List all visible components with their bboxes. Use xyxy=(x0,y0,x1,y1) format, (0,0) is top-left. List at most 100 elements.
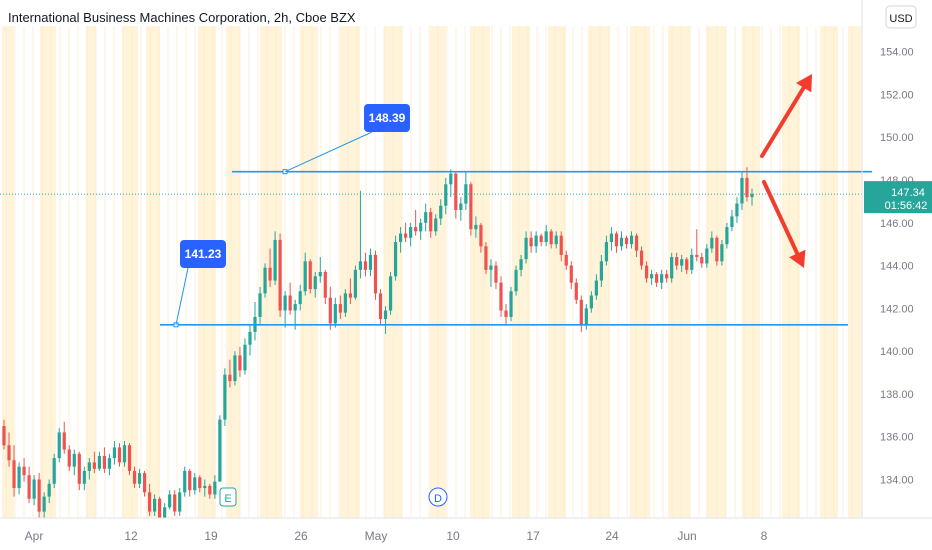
candle xyxy=(720,239,724,266)
candle-body xyxy=(223,374,227,420)
candle xyxy=(690,248,694,275)
candle xyxy=(619,231,624,251)
candle-body xyxy=(735,203,739,217)
candle-body xyxy=(343,293,347,313)
session-band xyxy=(86,26,96,518)
candle xyxy=(393,235,398,281)
candle xyxy=(12,445,16,497)
callout-label: 141.23 xyxy=(185,247,222,261)
session-band xyxy=(146,26,160,518)
last-price-value: 147.34 xyxy=(891,187,925,199)
candle xyxy=(82,466,86,491)
candle xyxy=(549,229,553,249)
price-tick-label: 144.00 xyxy=(880,261,914,273)
currency-button[interactable]: USD xyxy=(885,5,917,29)
session-band xyxy=(340,26,360,518)
candle xyxy=(263,263,267,298)
candle-body xyxy=(479,224,483,247)
candle-body xyxy=(383,310,388,320)
candle-body xyxy=(163,507,167,521)
candle-body xyxy=(670,257,674,279)
candle-body xyxy=(569,265,573,283)
time-axis[interactable]: Apr 12 19 26 May 10 17 24 Jun 8 xyxy=(0,517,932,550)
candle xyxy=(283,291,287,328)
candle xyxy=(434,214,438,236)
dividend-marker[interactable] xyxy=(428,487,448,507)
candle-body xyxy=(273,239,277,281)
candle-body xyxy=(504,310,508,317)
price-tick-label: 146.00 xyxy=(880,218,914,230)
candle-body xyxy=(158,498,162,521)
price-tick-label: 140.00 xyxy=(880,346,914,358)
candle-body xyxy=(594,280,598,296)
arrow-annotations[interactable] xyxy=(760,74,812,268)
time-tick-label: Apr xyxy=(25,529,44,543)
candle xyxy=(333,297,337,328)
candle xyxy=(634,233,639,258)
arrow-down-head[interactable] xyxy=(789,249,806,268)
candle xyxy=(584,304,588,330)
arrow-up-head[interactable] xyxy=(795,74,812,93)
candle-body xyxy=(188,470,192,491)
candle xyxy=(388,272,393,315)
candle xyxy=(338,295,342,320)
candle xyxy=(273,231,277,285)
candle-body xyxy=(168,494,172,508)
price-axis[interactable]: 134.00 136.00 138.00 140.00 142.00 144.00 146.… xyxy=(861,0,932,550)
session-band xyxy=(668,26,690,518)
candle xyxy=(233,351,237,386)
candle-body xyxy=(639,250,644,266)
candle-body xyxy=(97,455,101,469)
candle xyxy=(137,468,142,489)
candle-body xyxy=(107,458,112,469)
candle-body xyxy=(705,248,709,264)
candle-body xyxy=(338,304,342,313)
candle xyxy=(444,177,448,215)
arrow-up-shaft[interactable] xyxy=(760,85,806,158)
candle-body xyxy=(393,242,398,277)
candle-body xyxy=(459,203,463,210)
candle xyxy=(72,449,76,476)
candle xyxy=(228,359,232,388)
candle xyxy=(439,199,443,225)
candle xyxy=(750,188,754,206)
arrow-down-shaft[interactable] xyxy=(762,180,800,256)
candle xyxy=(323,269,327,305)
candle xyxy=(599,254,603,287)
candle xyxy=(2,419,6,450)
candle xyxy=(544,224,548,247)
callout-connector xyxy=(175,267,189,325)
candle xyxy=(449,169,453,198)
candle xyxy=(629,231,634,249)
callout-box[interactable] xyxy=(180,240,226,268)
candle-body xyxy=(112,447,117,459)
time-tick-label: 12 xyxy=(124,529,138,543)
candle xyxy=(609,227,614,251)
candle-body xyxy=(353,269,358,298)
candle xyxy=(700,252,704,268)
candle-body xyxy=(599,261,603,281)
horizontal-levels[interactable]: 148.39 141.23 xyxy=(160,104,872,328)
earnings-marker[interactable] xyxy=(219,487,237,507)
candle-body xyxy=(333,304,337,324)
session-band xyxy=(706,26,726,518)
candle-body xyxy=(484,246,488,270)
candle-body xyxy=(549,231,553,245)
candle-body xyxy=(564,254,568,266)
session-band xyxy=(2,26,14,518)
candle xyxy=(469,182,473,236)
candle xyxy=(198,475,202,493)
candle xyxy=(77,451,81,491)
callout-box[interactable] xyxy=(364,104,410,132)
last-price-tag[interactable] xyxy=(864,181,932,214)
candle-body xyxy=(52,458,56,484)
candle xyxy=(660,269,664,290)
candle-body xyxy=(32,479,36,499)
candle-body xyxy=(690,254,694,270)
candle-body xyxy=(680,259,684,266)
candle-body xyxy=(529,237,533,247)
candle-body xyxy=(685,259,689,270)
candle xyxy=(348,278,352,305)
